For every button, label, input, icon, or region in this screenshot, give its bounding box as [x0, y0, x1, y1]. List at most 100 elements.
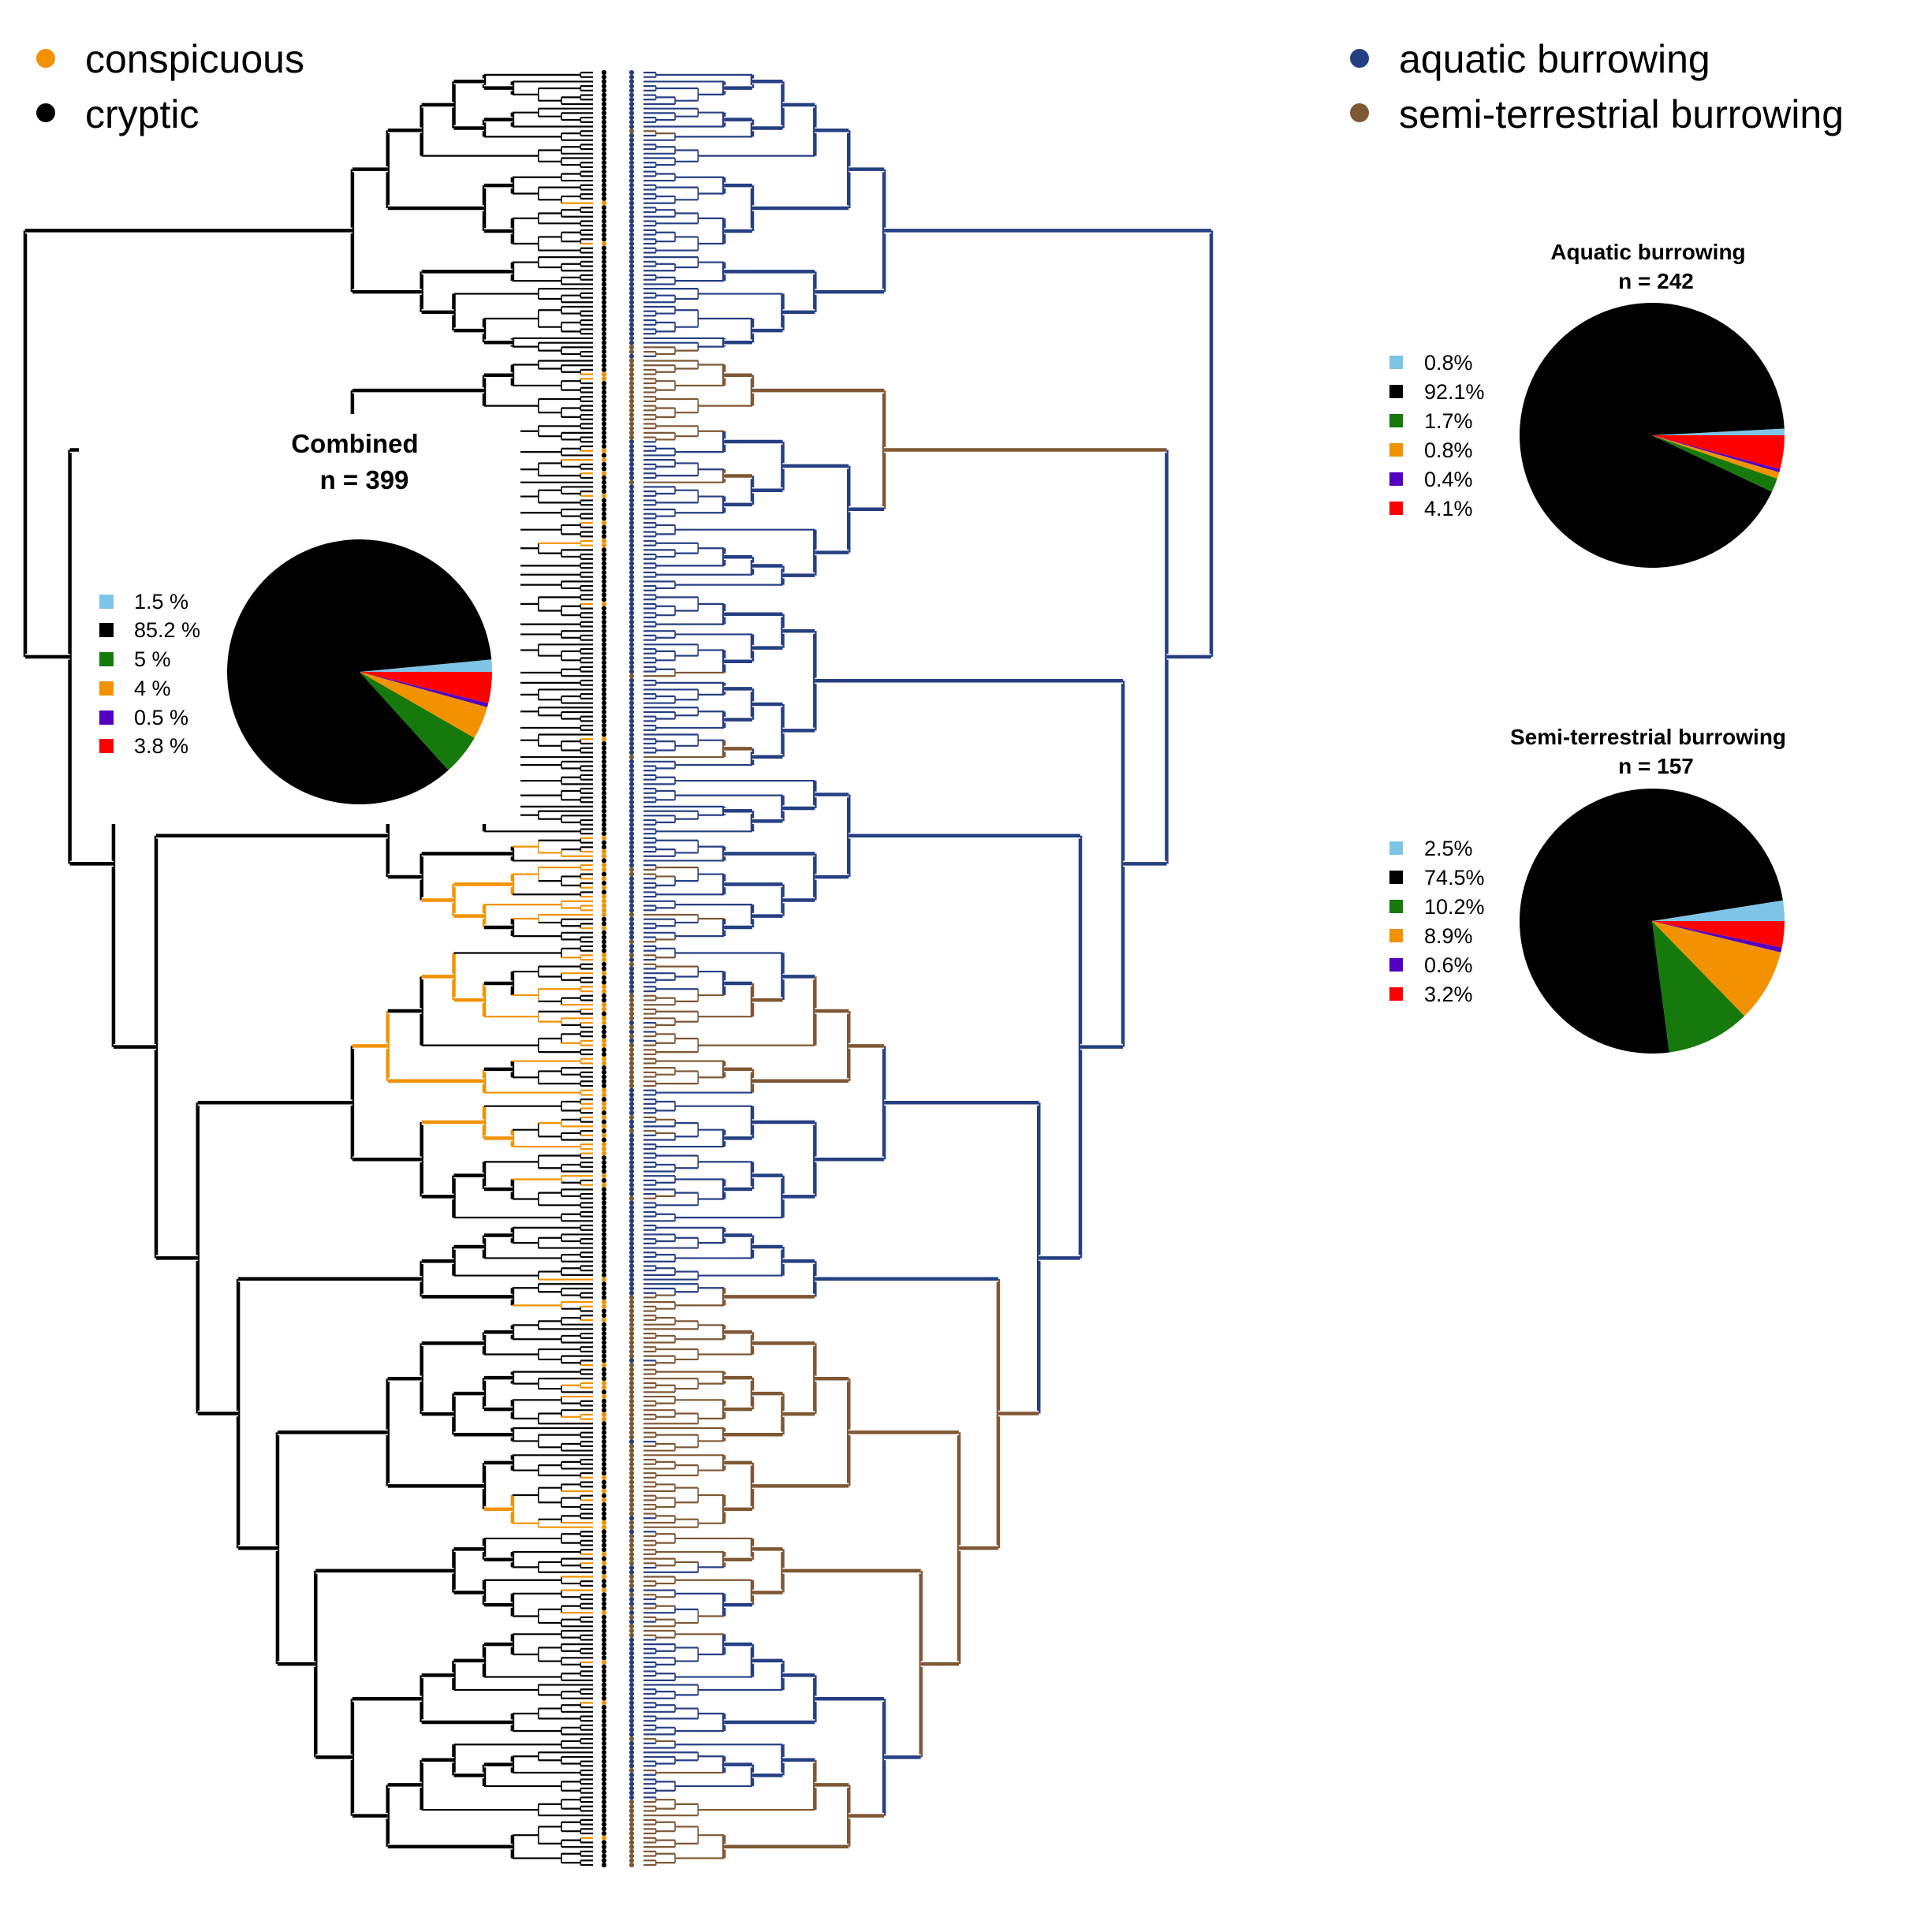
left-tip-dot-169 [601, 831, 607, 837]
right-tip-dot-291 [628, 1380, 635, 1386]
left-tip-dot-233 [601, 1119, 607, 1125]
left-tip-dot-131 [601, 660, 607, 666]
left-tip-dot-391 [601, 1830, 607, 1837]
right-tip-dot-373 [628, 1750, 635, 1755]
left-tip-dot-110 [601, 565, 607, 571]
right-tip-dot-119 [628, 606, 635, 611]
right-tip-dot-251 [628, 1200, 635, 1206]
right-tip-dot-47 [628, 282, 635, 287]
right-tip-dot-45 [628, 272, 635, 278]
right-tip-dot-72 [628, 394, 635, 400]
right-tip-dot-155 [628, 768, 635, 774]
left-tip-dot-39 [601, 245, 607, 251]
left-tip-dot-314 [601, 1484, 607, 1490]
left-tip-dot-64 [601, 358, 607, 364]
left-tip-dot-214 [601, 1034, 607, 1039]
pie-aquatic-key-2 [1389, 414, 1403, 427]
right-tip-dot-276 [628, 1313, 635, 1318]
left-tip-dot-109 [601, 561, 607, 566]
pie-semi-terrestrial-key-3 [1389, 929, 1403, 942]
right-tip-dot-379 [628, 1777, 635, 1782]
left-tip-dot-5 [601, 92, 607, 98]
right-tip-dot-122 [628, 619, 635, 625]
left-tip-dot-388 [601, 1817, 607, 1822]
pie-semi-terrestrial-label-2: 10.2% [1424, 895, 1485, 919]
left-tip-dot-316 [601, 1493, 607, 1498]
pie-semi-terrestrial-legend: 2.5% 74.5% 10.2% 8.9% 0.6% 3.2% [1389, 837, 1485, 1006]
left-tip-dot-154 [601, 763, 607, 769]
left-tip-dot-323 [601, 1524, 607, 1530]
right-tip-dot-229 [628, 1101, 635, 1106]
left-tip-dot-127 [601, 642, 607, 647]
right-tip-dot-245 [628, 1173, 635, 1179]
right-tip-dot-314 [628, 1484, 635, 1490]
left-tip-dot-145 [601, 723, 607, 729]
right-tip-dot-206 [628, 998, 635, 1003]
left-tip-dot-215 [601, 1038, 607, 1043]
right-tip-dot-77 [628, 416, 635, 422]
pie-semi-terrestrial-key-2 [1389, 900, 1403, 913]
left-tip-dot-385 [601, 1803, 607, 1809]
pie-slice-aquatic-burrowing-4 [1652, 435, 1781, 472]
right-tip-dot-145 [628, 723, 635, 729]
left-tip-dot-119 [601, 606, 607, 611]
left-tip-dot-330 [601, 1556, 607, 1561]
right-tip-dot-270 [628, 1285, 635, 1292]
left-tip-dot-164 [601, 808, 607, 814]
right-tip-dot-63 [628, 353, 635, 359]
pie-aquatic-title: Aquatic burrowing [1550, 240, 1745, 264]
right-tip-dot-341 [628, 1606, 635, 1611]
right-tip-dot-180 [628, 880, 635, 886]
right-tip-dot-153 [628, 759, 635, 764]
left-tip-dot-315 [601, 1488, 607, 1494]
left-tip-dot-94 [601, 493, 607, 498]
left-tip-dot-171 [601, 840, 607, 845]
right-tip-dot-40 [628, 250, 635, 255]
left-tip-dot-326 [601, 1538, 607, 1543]
left-tip-dot-266 [601, 1268, 607, 1274]
right-tip-dot-113 [628, 579, 635, 584]
left-tip-dot-246 [601, 1177, 607, 1184]
right-tip-dot-280 [628, 1330, 635, 1337]
pie-slice-aquatic-burrowing-1 [1520, 302, 1785, 568]
left-tip-dot-183 [601, 894, 607, 900]
right-tip-dot-393 [628, 1840, 635, 1845]
left-tip-dot-187 [601, 912, 607, 918]
right-tip-dot-248 [628, 1187, 635, 1192]
pie-slice-combined-1 [226, 539, 492, 805]
right-tip-dot-116 [628, 592, 635, 598]
left-tip-dot-360 [601, 1691, 607, 1697]
left-tip-dot-17 [601, 146, 607, 152]
right-tip-dot-369 [628, 1732, 635, 1737]
pie-semi-terrestrial-label-5: 3.2% [1424, 983, 1473, 1006]
right-tip-dot-249 [628, 1191, 635, 1197]
pie-combined-key-1 [99, 623, 114, 637]
right-tip-dot-36 [628, 232, 635, 237]
right-tip-dot-121 [628, 614, 635, 621]
right-tip-dot-110 [628, 565, 635, 571]
right-tip-dot-141 [628, 705, 635, 711]
pie-combined-key-2 [99, 652, 114, 666]
left-tip-dot-41 [601, 255, 607, 260]
right-tip-dot-100 [628, 520, 635, 526]
left-tip-dot-1 [601, 74, 607, 80]
left-tip-dot-392 [601, 1835, 607, 1841]
left-tip-dot-372 [601, 1745, 607, 1751]
left-tip-dot-182 [601, 890, 607, 895]
right-tip-dot-304 [628, 1439, 635, 1445]
right-tip-dot-367 [628, 1722, 635, 1729]
pie-semi-terrestrial-label-1: 74.5% [1424, 866, 1485, 890]
legend-dot-semi-terrestrial [1350, 103, 1369, 122]
right-tip-dot-361 [628, 1695, 635, 1701]
left-tip-dot-146 [601, 727, 607, 733]
right-tip-dot-128 [628, 646, 635, 652]
left-tip-dot-240 [601, 1151, 607, 1156]
left-tip-dot-257 [601, 1227, 607, 1233]
left-tip-dot-390 [601, 1826, 607, 1832]
left-tip-dot-397 [601, 1858, 607, 1863]
right-tip-dot-138 [628, 692, 635, 697]
right-tip-dot-143 [628, 714, 635, 719]
left-tip-dot-158 [601, 781, 607, 787]
left-tip-dot-134 [601, 673, 607, 679]
left-tip-dot-347 [601, 1632, 607, 1638]
